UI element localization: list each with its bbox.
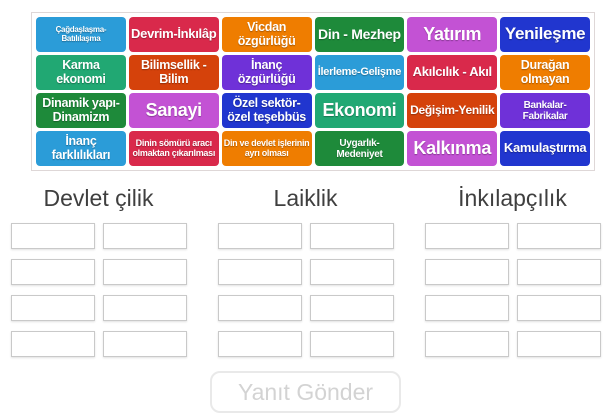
drop-slot[interactable] xyxy=(309,259,394,285)
drop-slot[interactable] xyxy=(102,259,187,285)
word-tile[interactable]: Durağan olmayan xyxy=(500,55,590,90)
word-tile[interactable]: Özel sektör-özel teşebbüs xyxy=(221,93,312,128)
drop-slot[interactable] xyxy=(10,331,95,357)
drop-slot[interactable] xyxy=(10,295,95,321)
drop-slot[interactable] xyxy=(424,259,509,285)
word-tile[interactable]: Çağdaşlaşma-Batılılaşma xyxy=(36,17,126,52)
category-title: Laiklik xyxy=(273,185,338,211)
word-tile[interactable]: Akılcılık - Akıl xyxy=(407,55,498,90)
category-title: İnkılapçılık xyxy=(458,185,567,211)
slot-grid xyxy=(10,223,187,357)
drop-slot[interactable] xyxy=(424,295,509,321)
word-tile[interactable]: Kamulaştırma xyxy=(500,131,590,166)
word-tile[interactable]: Yenileşme xyxy=(500,17,590,52)
drop-slot[interactable] xyxy=(424,331,509,357)
submit-row: Yanıt Gönder xyxy=(0,371,611,413)
category-group: Laiklik xyxy=(217,183,394,357)
word-tile[interactable]: Devrim-İnkılâp xyxy=(128,17,219,52)
category-columns: Devlet çilik Laiklik İnkılapçılık xyxy=(0,183,611,357)
word-tile[interactable]: Vicdan özgürlüğü xyxy=(221,17,312,52)
word-tile[interactable]: Dinamik yapı-Dinamizm xyxy=(36,93,126,128)
category-group: İnkılapçılık xyxy=(424,183,601,357)
word-tile[interactable]: Uygarlık-Medeniyet xyxy=(314,131,405,166)
drop-slot[interactable] xyxy=(217,223,302,249)
category-group: Devlet çilik xyxy=(10,183,187,357)
drop-slot[interactable] xyxy=(217,295,302,321)
word-tile[interactable]: İlerleme-Gelişme xyxy=(314,55,405,90)
drop-slot[interactable] xyxy=(217,259,302,285)
word-tile[interactable]: Bankalar-Fabrikalar xyxy=(500,93,590,128)
drop-slot[interactable] xyxy=(10,259,95,285)
word-tile[interactable]: Karma ekonomi xyxy=(36,55,126,90)
category-title: Devlet çilik xyxy=(43,185,154,211)
drop-slot[interactable] xyxy=(102,331,187,357)
word-tile[interactable]: Bilimsellik - Bilim xyxy=(128,55,219,90)
drop-slot[interactable] xyxy=(516,223,601,249)
drop-slot[interactable] xyxy=(217,331,302,357)
drop-slot[interactable] xyxy=(102,295,187,321)
word-tile[interactable]: Yatırım xyxy=(407,17,498,52)
word-tile[interactable]: Din - Mezhep xyxy=(314,17,405,52)
drop-slot[interactable] xyxy=(424,223,509,249)
word-tile[interactable]: Sanayi xyxy=(128,93,219,128)
word-tile[interactable]: Din ve devlet işlerinin ayrı olması xyxy=(221,131,312,166)
word-tile[interactable]: Dinin sömürü aracı olmaktan çıkarılması xyxy=(128,131,219,166)
drop-slot[interactable] xyxy=(516,259,601,285)
word-tile[interactable]: İnanç farklılıkları xyxy=(36,131,126,166)
drop-slot[interactable] xyxy=(10,223,95,249)
drop-slot[interactable] xyxy=(516,331,601,357)
drop-slot[interactable] xyxy=(102,223,187,249)
slot-grid xyxy=(424,223,601,357)
word-tile[interactable]: Ekonomi xyxy=(314,93,405,128)
drop-slot[interactable] xyxy=(309,223,394,249)
word-tile-board: Çağdaşlaşma-Batılılaşma Devrim-İnkılâp Vic… xyxy=(31,12,595,171)
submit-answer-button[interactable]: Yanıt Gönder xyxy=(209,371,402,413)
word-tile[interactable]: Değişim-Yenilik xyxy=(407,93,498,128)
drop-slot[interactable] xyxy=(309,295,394,321)
drop-slot[interactable] xyxy=(516,295,601,321)
slot-grid xyxy=(217,223,394,357)
word-tile[interactable]: İnanç özgürlüğü xyxy=(221,55,312,90)
drop-slot[interactable] xyxy=(309,331,394,357)
word-tile[interactable]: Kalkınma xyxy=(407,131,498,166)
